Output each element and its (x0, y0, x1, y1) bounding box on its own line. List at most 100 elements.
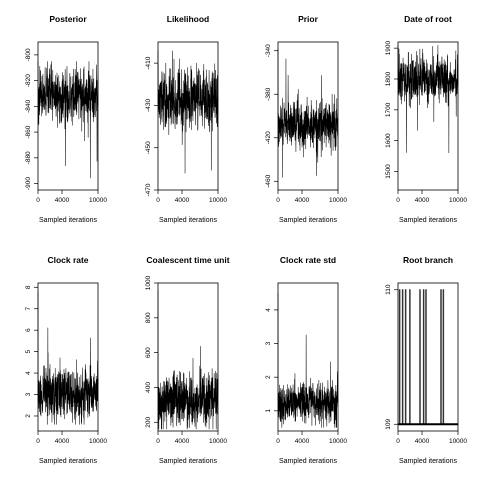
x-axis-label: Sampled iterations (399, 217, 457, 224)
x-tick-label: 0 (36, 438, 40, 445)
x-tick-label: 10000 (449, 438, 467, 445)
y-tick-label: 1700 (385, 102, 392, 117)
y-tick-label: 6 (25, 328, 32, 332)
panel-title: Date of root (404, 14, 452, 24)
x-tick-label: 4000 (55, 197, 70, 204)
panel-title: Prior (298, 14, 319, 24)
panel-1: Posterior 0 4000 10000 -800 -820 -840 -860 -880 -… (25, 14, 107, 224)
x-tick-label: 4000 (175, 197, 190, 204)
y-tick-label: 3 (25, 392, 32, 396)
x-axis-label: Sampled iterations (399, 458, 457, 465)
panel-6: Coalescent time unit 0 4000 10000 200 400 600 8… (145, 255, 230, 465)
series-line (397, 45, 459, 154)
y-tick-label: 3 (265, 341, 272, 345)
y-tick-label: 200 (145, 416, 152, 427)
x-tick-label: 4000 (295, 197, 310, 204)
y-tick-label: -470 (145, 183, 152, 196)
x-axis-label: Sampled iterations (159, 217, 217, 224)
y-tick-label: -460 (265, 174, 272, 187)
x-axis-label: Sampled iterations (39, 217, 97, 224)
panel-3: Prior 0 4000 10000 -340 -380 -420 -460 Sampled i… (265, 14, 347, 224)
series-line (37, 291, 99, 425)
y-tick-label: 2 (265, 375, 272, 379)
y-tick-label: -430 (145, 99, 152, 112)
x-tick-label: 0 (156, 197, 160, 204)
x-tick-label: 10000 (329, 197, 347, 204)
panel-title: Clock rate (47, 255, 88, 265)
panel-title: Clock rate std (280, 255, 336, 265)
y-tick-label: 109 (385, 418, 392, 429)
x-tick-label: 4000 (415, 197, 430, 204)
y-tick-label: 600 (145, 347, 152, 358)
plot-frame (37, 282, 99, 432)
x-tick-label: 10000 (329, 438, 347, 445)
series-line (37, 61, 99, 179)
panel-title: Likelihood (167, 14, 210, 24)
y-tick-label: -900 (25, 177, 32, 190)
y-tick-label: -410 (145, 56, 152, 69)
y-tick-label: 7 (25, 307, 32, 311)
y-tick-label: -820 (25, 74, 32, 87)
series-line (157, 50, 219, 174)
panel-7: Clock rate std 0 4000 10000 1 2 3 4 Sampled iter… (265, 255, 347, 465)
x-tick-label: 0 (276, 197, 280, 204)
x-tick-label: 4000 (55, 438, 70, 445)
x-axis-label: Sampled iterations (39, 458, 97, 465)
y-tick-label: 4 (265, 308, 272, 312)
panel-title: Posterior (49, 14, 87, 24)
y-tick-label: -840 (25, 99, 32, 112)
x-axis-label: Sampled iterations (279, 217, 337, 224)
x-tick-label: 0 (396, 438, 400, 445)
y-tick-label: -420 (265, 131, 272, 144)
x-tick-label: 0 (396, 197, 400, 204)
plot-frame (277, 41, 339, 191)
y-tick-label: 8 (25, 285, 32, 289)
panel-title: Root branch (403, 255, 453, 265)
y-tick-label: -880 (25, 151, 32, 164)
x-tick-label: 10000 (89, 197, 107, 204)
y-tick-label: 110 (385, 284, 392, 295)
y-tick-label: 800 (145, 312, 152, 323)
y-tick-label: 2 (25, 414, 32, 418)
x-tick-label: 4000 (415, 438, 430, 445)
y-tick-label: -800 (25, 48, 32, 61)
series-line (157, 289, 219, 430)
panel-title: Coalescent time unit (146, 255, 229, 265)
series-line (277, 48, 339, 178)
y-tick-label: -860 (25, 125, 32, 138)
panel-4: Date of root 0 4000 10000 1500 1600 1700 1800 19… (385, 14, 467, 224)
y-tick-label: 1600 (385, 133, 392, 148)
x-tick-label: 0 (276, 438, 280, 445)
plot-frame (397, 41, 459, 191)
x-tick-label: 10000 (89, 438, 107, 445)
y-tick-label: 1800 (385, 71, 392, 86)
series-line (398, 289, 458, 425)
x-tick-label: 4000 (175, 438, 190, 445)
y-tick-label: 400 (145, 382, 152, 393)
x-axis-label: Sampled iterations (279, 458, 337, 465)
series-line (277, 293, 339, 428)
panel-5: Clock rate 0 4000 10000 2 3 4 5 6 7 8 Sampled itera… (25, 255, 107, 465)
x-tick-label: 10000 (209, 197, 227, 204)
x-tick-label: 10000 (449, 197, 467, 204)
y-tick-label: 1000 (145, 275, 152, 290)
x-axis-label: Sampled iterations (159, 458, 217, 465)
x-tick-label: 0 (36, 197, 40, 204)
y-tick-label: -340 (265, 44, 272, 57)
y-tick-label: 4 (25, 371, 32, 375)
plot-frame (37, 41, 99, 191)
x-tick-label: 4000 (295, 438, 310, 445)
y-tick-label: 5 (25, 349, 32, 353)
plot-frame (397, 282, 459, 432)
x-tick-label: 0 (156, 438, 160, 445)
x-tick-label: 10000 (209, 438, 227, 445)
plot-frame (157, 41, 219, 191)
plot-frame (277, 282, 339, 432)
plot-frame (157, 282, 219, 432)
panel-2: Likelihood 0 4000 10000 -410 -430 -450 -470 Samp… (145, 14, 227, 224)
y-tick-label: 1900 (385, 41, 392, 56)
y-tick-label: 1 (265, 409, 272, 413)
panel-8: Root branch 0 4000 10000 109 110 Sampled itera… (385, 255, 467, 465)
y-tick-label: -450 (145, 141, 152, 154)
